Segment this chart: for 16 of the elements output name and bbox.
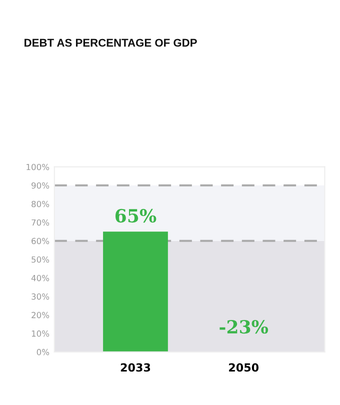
y-tick-label: 90% [32,182,50,189]
x-tick-label: 2050 [229,363,259,372]
y-tick-label: 30% [32,293,50,300]
y-tick-label: 50% [32,256,50,263]
y-tick-label: 0% [36,348,50,356]
y-tick-label: 70% [32,219,50,226]
y-tick-label: 20% [32,312,50,318]
data-label: 65% [115,208,156,223]
y-tick-label: 80% [32,200,50,208]
text: -23% [220,320,268,334]
x-tick-label: 2033 [120,363,150,372]
y-tick-label: 10% [32,330,50,337]
y-tick-label: 40% [31,274,50,282]
chart-title: DEBT AS PERCENTAGE OF GDP [24,38,197,47]
y-tick-label: 100% [26,164,50,170]
y-tick-label: 60% [32,238,50,244]
